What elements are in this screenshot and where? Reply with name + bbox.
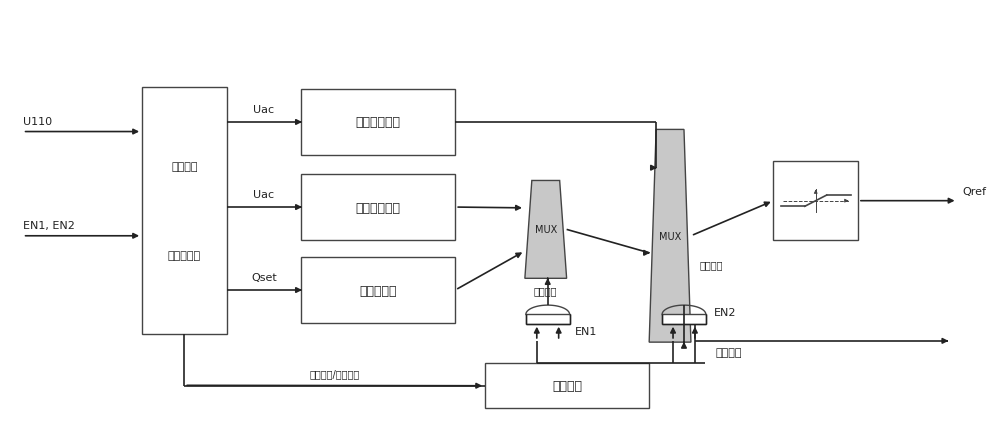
Polygon shape xyxy=(649,130,691,342)
Text: 数据预处理: 数据预处理 xyxy=(168,250,201,260)
Bar xyxy=(301,90,455,156)
Bar xyxy=(526,315,570,324)
Text: 闭锁指令: 闭锁指令 xyxy=(716,347,742,357)
Bar xyxy=(662,315,706,324)
Text: U110: U110 xyxy=(23,117,52,126)
Text: EN2: EN2 xyxy=(714,307,736,317)
Bar xyxy=(301,258,455,323)
Text: 模式选择: 模式选择 xyxy=(552,379,582,392)
Text: Qref: Qref xyxy=(962,187,986,197)
Text: 电压测量: 电压测量 xyxy=(171,161,198,172)
Text: 稳态调压控制: 稳态调压控制 xyxy=(356,201,401,214)
Text: MUX: MUX xyxy=(659,231,681,241)
Text: EN1: EN1 xyxy=(575,326,597,336)
Bar xyxy=(301,175,455,240)
Text: Uac: Uac xyxy=(253,190,274,200)
Text: 暂态调压控制: 暂态调压控制 xyxy=(356,116,401,129)
Text: EN1, EN2: EN1, EN2 xyxy=(23,221,75,230)
Polygon shape xyxy=(525,181,567,279)
Text: Qset: Qset xyxy=(251,273,277,283)
Text: 暂态控制: 暂态控制 xyxy=(700,260,723,270)
Text: 恒无功控制: 恒无功控制 xyxy=(359,284,397,297)
Text: 稳态控制: 稳态控制 xyxy=(534,285,557,295)
Text: 电压信号/使能信号: 电压信号/使能信号 xyxy=(310,368,360,378)
Bar xyxy=(773,162,858,240)
Bar xyxy=(142,88,227,334)
Text: Uac: Uac xyxy=(253,105,274,115)
Bar xyxy=(485,363,649,408)
Text: MUX: MUX xyxy=(535,225,557,235)
